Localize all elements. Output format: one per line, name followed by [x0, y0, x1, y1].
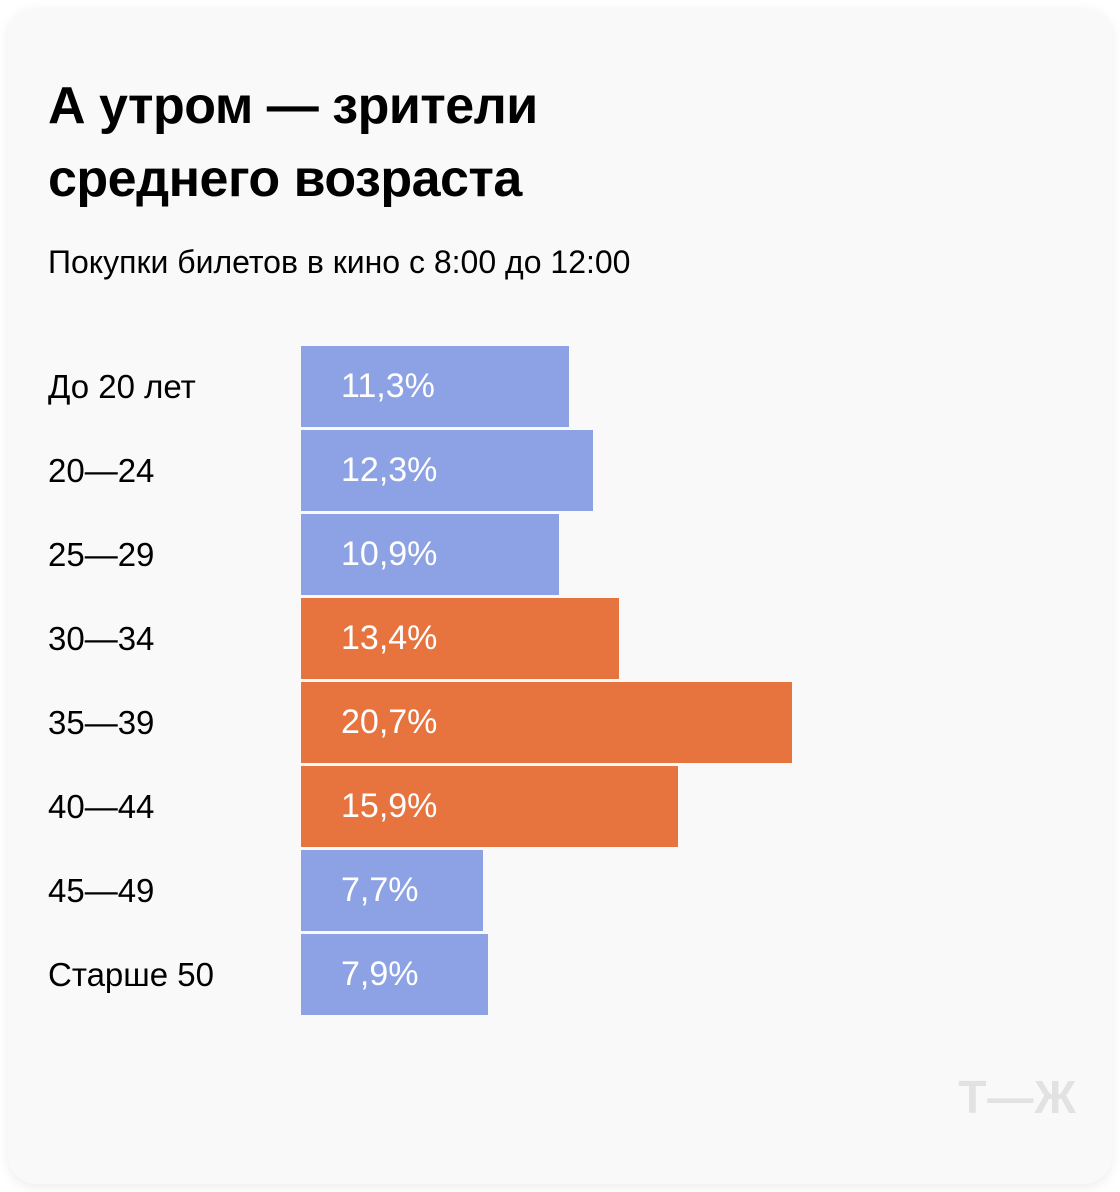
row-label: 45—49 [48, 871, 155, 909]
bar-value-label: 7,9% [341, 955, 419, 994]
chart-row: Старше 50 7,9% [48, 934, 1072, 1016]
brand-logo: Т—Ж [958, 1071, 1077, 1123]
row-label: 30—34 [48, 619, 155, 657]
bar-value-label: 20,7% [341, 703, 438, 742]
chart-row: 25—29 10,9% [48, 514, 1072, 596]
infographic-card: А утром — зрители среднего возраста Поку… [8, 8, 1112, 1184]
bar-value-label: 12,3% [341, 451, 438, 490]
row-label: 35—39 [48, 703, 155, 741]
bar-value-label: 15,9% [341, 787, 438, 826]
bar: 15,9% [301, 766, 678, 848]
bar: 7,7% [301, 850, 484, 932]
chart-row: 45—49 7,7% [48, 850, 1072, 932]
chart-row: 20—24 12,3% [48, 430, 1072, 512]
page-title: А утром — зрители среднего возраста [48, 77, 538, 208]
bar: 10,9% [301, 514, 560, 596]
bar: 7,9% [301, 934, 489, 1016]
bar: 20,7% [301, 682, 792, 764]
bar-value-label: 11,3% [341, 367, 435, 406]
chart-row: 40—44 15,9% [48, 766, 1072, 848]
row-label: До 20 лет [48, 367, 196, 405]
row-label: Старше 50 [48, 955, 214, 993]
bar-value-label: 13,4% [341, 619, 438, 658]
bar: 11,3% [301, 346, 569, 428]
bar: 12,3% [301, 430, 593, 512]
bar-value-label: 7,7% [341, 871, 419, 910]
bar-chart: До 20 лет 11,3% 20—24 12,3% 25—29 10,9% … [48, 346, 1072, 1016]
chart-row: До 20 лет 11,3% [48, 346, 1072, 428]
chart-row: 30—34 13,4% [48, 598, 1072, 680]
row-label: 40—44 [48, 787, 155, 825]
chart-row: 35—39 20,7% [48, 682, 1072, 764]
chart-subtitle: Покупки билетов в кино с 8:00 до 12:00 [48, 243, 631, 280]
bar-value-label: 10,9% [341, 535, 438, 574]
row-label: 20—24 [48, 451, 155, 489]
bar: 13,4% [301, 598, 619, 680]
row-label: 25—29 [48, 535, 155, 573]
